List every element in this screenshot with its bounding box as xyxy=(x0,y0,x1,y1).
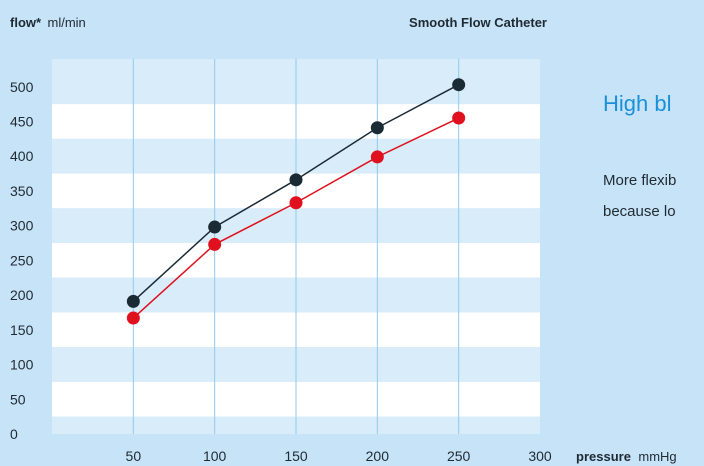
x-tick-label: 150 xyxy=(284,448,308,464)
side-text-line: More flexib xyxy=(603,172,677,189)
y-tick-labels: 0 50 100 150 200 250 300 350 400 450 500 xyxy=(10,79,34,442)
y-axis-label: flow* ml/min xyxy=(10,14,86,31)
x-axis-label: pressure mmHg xyxy=(576,448,677,465)
chart-title: Smooth Flow Catheter xyxy=(409,15,547,30)
y-tick-label: 150 xyxy=(10,322,34,338)
side-heading: High bl xyxy=(603,91,672,116)
y-tick-label: 350 xyxy=(10,183,34,199)
data-point xyxy=(452,78,466,92)
side-text-line: because lo xyxy=(603,203,676,220)
data-point xyxy=(208,220,222,234)
data-point xyxy=(126,294,140,308)
y-tick-label: 100 xyxy=(10,357,34,373)
x-tick-label: 200 xyxy=(366,448,390,464)
data-point xyxy=(208,237,222,251)
data-point xyxy=(289,196,303,210)
y-tick-label: 500 xyxy=(10,79,34,95)
data-point xyxy=(452,111,466,125)
y-tick-label: 300 xyxy=(10,218,34,234)
data-point xyxy=(370,150,384,164)
series-points xyxy=(126,78,466,325)
data-point xyxy=(370,121,384,135)
y-axis-label-bold: flow* xyxy=(10,15,42,30)
x-tick-label: 300 xyxy=(528,448,552,464)
x-axis-label-unit: mmHg xyxy=(638,449,676,464)
y-tick-label: 450 xyxy=(10,114,34,130)
data-point xyxy=(289,173,303,187)
x-tick-label: 100 xyxy=(203,448,227,464)
x-tick-labels: 50 100 150 200 250 300 xyxy=(126,448,552,464)
side-text: More flexib because lo xyxy=(603,165,676,227)
y-tick-label: 50 xyxy=(10,391,26,407)
y-tick-label: 0 xyxy=(10,426,18,442)
y-axis-label-unit: ml/min xyxy=(48,15,86,30)
x-axis-label-bold: pressure xyxy=(576,449,631,464)
x-tick-label: 50 xyxy=(126,448,142,464)
data-point xyxy=(126,311,140,325)
y-tick-label: 200 xyxy=(10,287,34,303)
x-tick-label: 250 xyxy=(447,448,471,464)
y-tick-label: 400 xyxy=(10,148,34,164)
y-tick-label: 250 xyxy=(10,252,34,268)
